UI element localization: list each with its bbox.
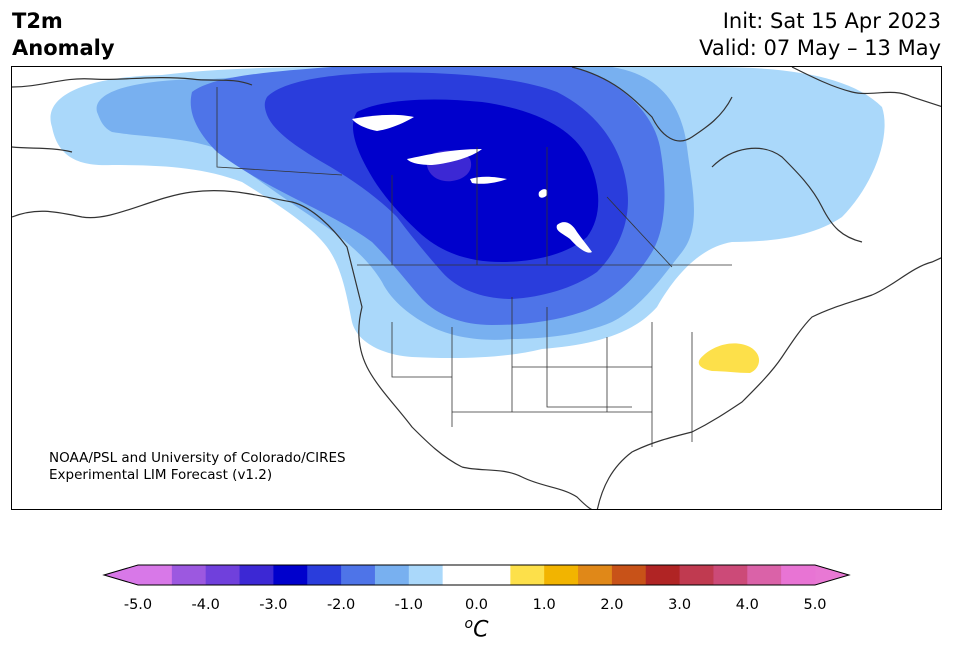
colorbar-segment <box>781 565 816 585</box>
credit-text: NOAA/PSL and University of Colorado/CIRE… <box>49 450 346 484</box>
colorbar-tick-label: -2.0 <box>326 597 356 613</box>
colorbar-segment <box>374 565 410 585</box>
colorbar-tick-label: 5.0 <box>803 597 827 613</box>
colorbar-tick-label: 4.0 <box>735 597 759 613</box>
lake-great-bear <box>352 114 414 131</box>
title-line-2: Anomaly <box>12 36 115 60</box>
colorbar-svg <box>102 564 851 586</box>
colorbar-segment <box>713 565 748 585</box>
colorbar-tick-label: 3.0 <box>668 597 692 613</box>
lake-winnipeg <box>556 222 592 253</box>
valid-dates: Valid: 07 May – 13 May <box>699 36 941 60</box>
colorbar-segment <box>273 565 308 585</box>
colorbar-segment <box>442 565 477 585</box>
colorbar-over-extension <box>815 565 849 585</box>
colorbar-segment <box>611 565 647 585</box>
colorbar-tick-labels: -5.0 -4.0 -3.0 -2.0 -1.0 0.0 1.0 2.0 3.0 4.0 5.0 <box>0 597 953 617</box>
title-line-1: T2m <box>12 9 63 33</box>
unit-letter: C <box>473 617 489 643</box>
colorbar-segment <box>747 565 782 585</box>
credit-line-2: Experimental LIM Forecast (v1.2) <box>49 467 273 483</box>
borders <box>12 67 941 509</box>
credit-line-1: NOAA/PSL and University of Colorado/CIRE… <box>49 450 346 466</box>
forecast-dates: Init: Sat 15 Apr 2023 Valid: 07 May – 13… <box>699 8 941 62</box>
colorbar-segment <box>645 565 681 585</box>
colorbar-segment <box>544 565 579 585</box>
colorbar-tick-label: 1.0 <box>532 597 556 613</box>
colorbar-under-extension <box>104 565 138 585</box>
lake-athabasca <box>470 176 507 184</box>
colorbar-segment <box>510 565 545 585</box>
map-title: T2m Anomaly <box>12 8 115 62</box>
colorbar-segment <box>341 565 376 585</box>
colorbar-outline <box>102 564 851 586</box>
colorbar-segment <box>171 565 207 585</box>
anomaly-map <box>11 66 942 510</box>
anomaly-region-warm-yellow <box>698 343 760 373</box>
colorbar-tick-label: -3.0 <box>259 597 288 613</box>
colorbar-tick-label: -1.0 <box>394 597 423 613</box>
unit-degree-symbol: o <box>464 616 474 632</box>
colorbar-tick-label: 2.0 <box>600 597 624 613</box>
lake-great-slave <box>407 149 482 165</box>
map-svg <box>12 67 941 509</box>
colorbar-segment <box>307 565 342 585</box>
colorbar-tick-label: -4.0 <box>191 597 220 613</box>
colorbar-tick-label: 0.0 <box>464 597 489 613</box>
colorbar <box>0 560 953 590</box>
colorbar-segment <box>578 565 613 585</box>
colorbar-segment <box>205 565 241 585</box>
colorbar-unit-label: oC <box>0 616 953 642</box>
colorbar-segment <box>239 565 274 585</box>
colorbar-tick-label: -5.0 <box>123 597 153 613</box>
lake-reindeer <box>538 189 548 198</box>
colorbar-segment <box>408 565 444 585</box>
init-date: Init: Sat 15 Apr 2023 <box>722 9 941 33</box>
colorbar-segment <box>138 565 173 585</box>
colorbar-segment <box>476 565 511 585</box>
colorbar-segment <box>679 565 714 585</box>
